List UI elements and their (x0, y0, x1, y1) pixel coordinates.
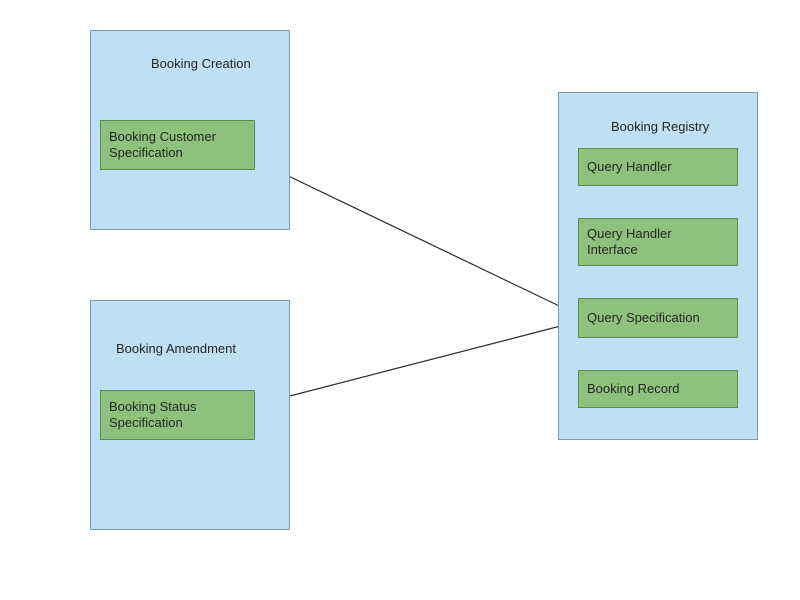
container-label-booking-creation: Booking Creation (151, 56, 251, 72)
node-booking-record: Booking Record (578, 370, 738, 408)
node-label-query-handler: Query Handler (587, 159, 672, 175)
node-label-booking-status-spec: Booking Status Specification (109, 399, 196, 432)
node-label-booking-customer-spec: Booking Customer Specification (109, 129, 216, 162)
node-label-query-handler-interface: Query Handler Interface (587, 226, 672, 259)
node-label-query-specification: Query Specification (587, 310, 700, 326)
edge-group (255, 160, 576, 405)
node-booking-status-spec: Booking Status Specification (100, 390, 255, 440)
container-label-booking-registry: Booking Registry (611, 119, 709, 135)
container-label-booking-amendment: Booking Amendment (116, 341, 236, 357)
node-query-handler-interface: Query Handler Interface (578, 218, 738, 266)
node-query-handler: Query Handler (578, 148, 738, 186)
node-booking-customer-spec: Booking Customer Specification (100, 120, 255, 170)
edge-booking-customer-spec-to-query-specification (255, 160, 576, 314)
diagram-canvas: Booking Creation Booking Customer Specif… (0, 0, 800, 600)
edge-booking-status-spec-to-query-specification (255, 322, 576, 405)
node-query-specification: Query Specification (578, 298, 738, 338)
node-label-booking-record: Booking Record (587, 381, 680, 397)
